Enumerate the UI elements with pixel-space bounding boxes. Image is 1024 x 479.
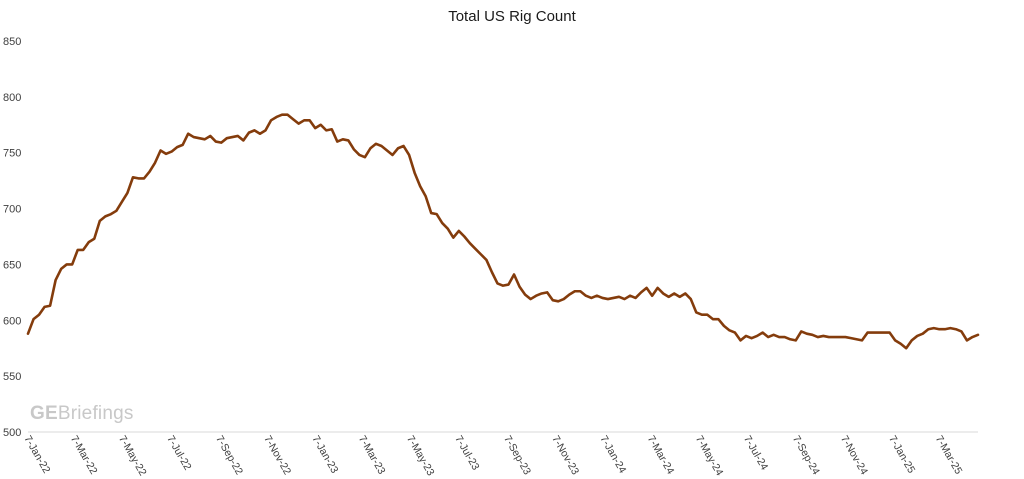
x-tick-label: 7-Nov-22 bbox=[261, 434, 293, 478]
x-tick-label: 7-Jul-23 bbox=[452, 434, 481, 473]
x-tick-label: 7-Jul-24 bbox=[741, 434, 770, 473]
chart-title: Total US Rig Count bbox=[448, 8, 576, 25]
y-tick-label: 550 bbox=[3, 371, 21, 383]
x-tick-label: 7-Jan-25 bbox=[886, 434, 917, 476]
x-tick-label: 7-Mar-24 bbox=[645, 434, 677, 477]
x-tick-label: 7-Jan-23 bbox=[309, 434, 340, 476]
y-tick-label: 750 bbox=[3, 148, 21, 160]
x-tick-label: 7-Jan-22 bbox=[21, 434, 52, 476]
x-tick-label: 7-Jul-22 bbox=[164, 434, 193, 473]
x-tick-label: 7-Nov-24 bbox=[838, 434, 870, 478]
x-tick-label: 7-May-22 bbox=[116, 434, 149, 479]
x-tick-label: 7-Sep-24 bbox=[790, 434, 822, 478]
x-tick-label: 7-Nov-23 bbox=[549, 434, 581, 478]
x-tick-label: 7-Sep-22 bbox=[213, 434, 245, 478]
x-tick-label: 7-Mar-22 bbox=[68, 434, 100, 477]
x-tick-label: 7-Sep-23 bbox=[501, 434, 533, 478]
brand-watermark: GEBriefings bbox=[30, 403, 134, 425]
x-tick-label: 7-Mar-25 bbox=[933, 434, 965, 477]
y-axis-ticks: 500 550 600 650 700 750 800 850 bbox=[3, 36, 21, 439]
x-tick-label: 7-Jan-24 bbox=[597, 434, 628, 476]
watermark-brand-bold: GE bbox=[30, 403, 58, 424]
y-tick-label: 700 bbox=[3, 204, 21, 216]
series-line bbox=[26, 113, 980, 350]
y-tick-label: 650 bbox=[3, 259, 21, 271]
x-tick-label: 7-Mar-23 bbox=[356, 434, 388, 477]
x-axis-ticks: 7-Jan-22 7-Mar-22 7-May-22 7-Jul-22 7-Sep-22… bbox=[21, 434, 964, 479]
y-tick-label: 800 bbox=[3, 92, 21, 104]
x-tick-label: 7-May-23 bbox=[404, 434, 437, 479]
y-tick-label: 500 bbox=[3, 427, 21, 439]
x-tick-label: 7-May-24 bbox=[693, 434, 726, 479]
y-tick-label: 600 bbox=[3, 315, 21, 327]
watermark-brand-rest: Briefings bbox=[57, 403, 134, 424]
y-tick-label: 850 bbox=[3, 36, 21, 48]
